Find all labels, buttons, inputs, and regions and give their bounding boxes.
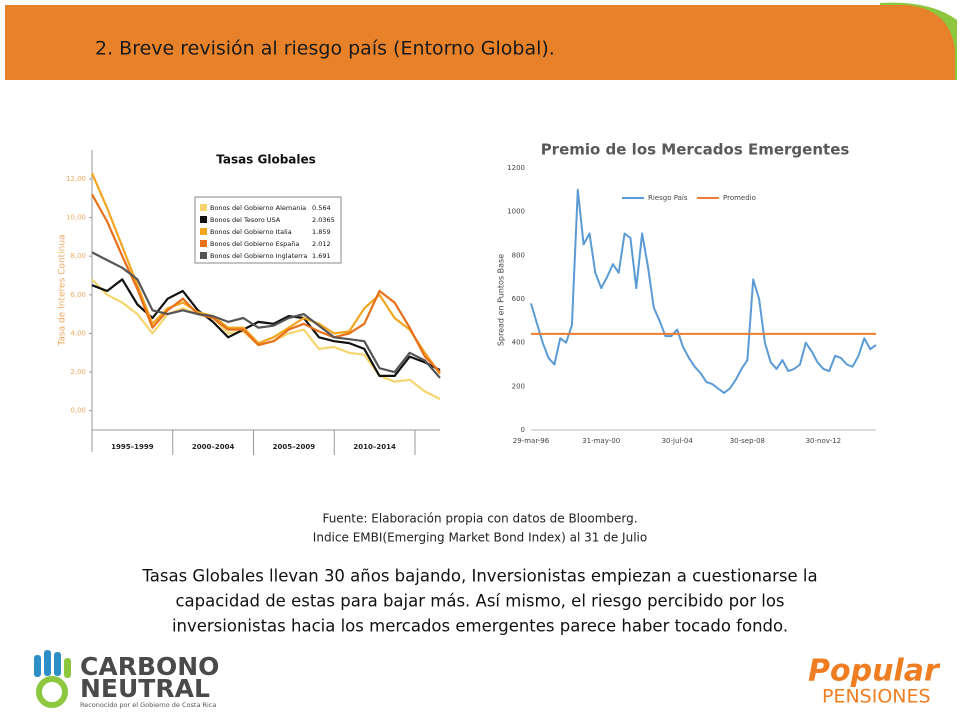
series-line xyxy=(91,251,441,379)
y-axis-label: Tasa de Interes Continua xyxy=(58,234,68,346)
legend-value: 2.0365 xyxy=(312,216,335,224)
series-line xyxy=(530,188,877,394)
source-line: Fuente: Elaboración propia con datos de … xyxy=(322,512,637,526)
y-tick-label: 600 xyxy=(512,295,525,303)
legend-swatch xyxy=(200,204,207,211)
series-line xyxy=(90,172,441,375)
legend-label: Bonos del Tesoro USA xyxy=(210,216,281,224)
series-line xyxy=(91,193,441,373)
chart-title: Premio de los Mercados Emergentes xyxy=(541,141,850,159)
legend-swatch xyxy=(200,216,207,223)
x-tick-label: 30-sep-08 xyxy=(730,437,765,445)
legend-swatch xyxy=(200,228,207,235)
carbono-icon xyxy=(34,650,71,708)
logo-text: CARBONO xyxy=(80,652,219,681)
legend-value: 1.691 xyxy=(312,252,331,260)
x-period-label: 1995–1999 xyxy=(111,443,154,451)
y-tick-label: 12,00 xyxy=(66,175,86,183)
header-bar xyxy=(5,5,955,80)
icon-c xyxy=(36,676,68,708)
logo-text: PENSIONES xyxy=(822,686,931,708)
slide-title: 2. Breve revisión al riesgo país (Entorn… xyxy=(95,38,555,60)
legend-value: 0.564 xyxy=(312,204,331,212)
legend-box xyxy=(194,196,342,264)
legend-value: 1.859 xyxy=(312,228,331,236)
legend-label: Bonos del Gobierno España xyxy=(210,240,299,248)
y-tick-label: 400 xyxy=(512,339,525,347)
icon-finger xyxy=(44,650,51,676)
legend-label: Bonos del Gobierno Italia xyxy=(210,228,292,236)
y-tick-label: 8,00 xyxy=(70,252,86,260)
icon-finger xyxy=(34,655,41,677)
x-tick-label: 30-nov-12 xyxy=(806,437,842,445)
y-tick-label: 1200 xyxy=(507,164,525,172)
legend-label: Riesgo País xyxy=(648,194,688,202)
x-tick-label: 29-mar-96 xyxy=(513,437,550,445)
y-tick-label: 800 xyxy=(512,251,525,259)
legend-swatch xyxy=(200,252,207,259)
icon-finger xyxy=(54,652,61,676)
x-period-label: 2005–2009 xyxy=(273,443,316,451)
y-tick-label: 10,00 xyxy=(66,214,86,222)
y-tick-label: 4,00 xyxy=(70,329,86,337)
legend-label: Promedio xyxy=(723,194,756,202)
y-tick-label: 0 xyxy=(521,426,525,434)
body-line: inversionistas hacia los mercados emerge… xyxy=(172,617,788,636)
y-axis-label: Spread en Puntos Base xyxy=(497,254,506,346)
logo-subtext: Reconocido por el Gobierno de Costa Rica xyxy=(80,701,216,709)
legend-value: 2.012 xyxy=(312,240,331,248)
y-tick-label: 0,00 xyxy=(70,407,86,415)
body-line: Tasas Globales llevan 30 años bajando, I… xyxy=(141,567,817,586)
y-tick-label: 200 xyxy=(512,382,525,390)
icon-finger xyxy=(64,658,71,678)
y-tick-label: 1000 xyxy=(507,208,525,216)
x-period-label: 2000–2004 xyxy=(192,443,235,451)
logo-text: Popular xyxy=(808,654,941,689)
body-line: capacidad de estas para bajar más. Así m… xyxy=(175,592,784,611)
source-line: Indice EMBI(Emerging Market Bond Index) … xyxy=(313,531,647,545)
x-period-label: 2010–2014 xyxy=(353,443,396,451)
chart-title: Tasas Globales xyxy=(216,153,316,167)
x-tick-label: 30-jul-04 xyxy=(662,437,694,445)
y-tick-label: 6,00 xyxy=(70,291,86,299)
legend-label: Bonos del Gobierno Alemania xyxy=(210,204,306,212)
legend-label: Bonos del Gobierno Inglaterra xyxy=(210,252,307,260)
legend-swatch xyxy=(200,240,207,247)
y-tick-label: 2,00 xyxy=(70,368,86,376)
x-tick-label: 31-may-00 xyxy=(582,437,620,445)
logo-text: NEUTRAL xyxy=(80,674,210,703)
